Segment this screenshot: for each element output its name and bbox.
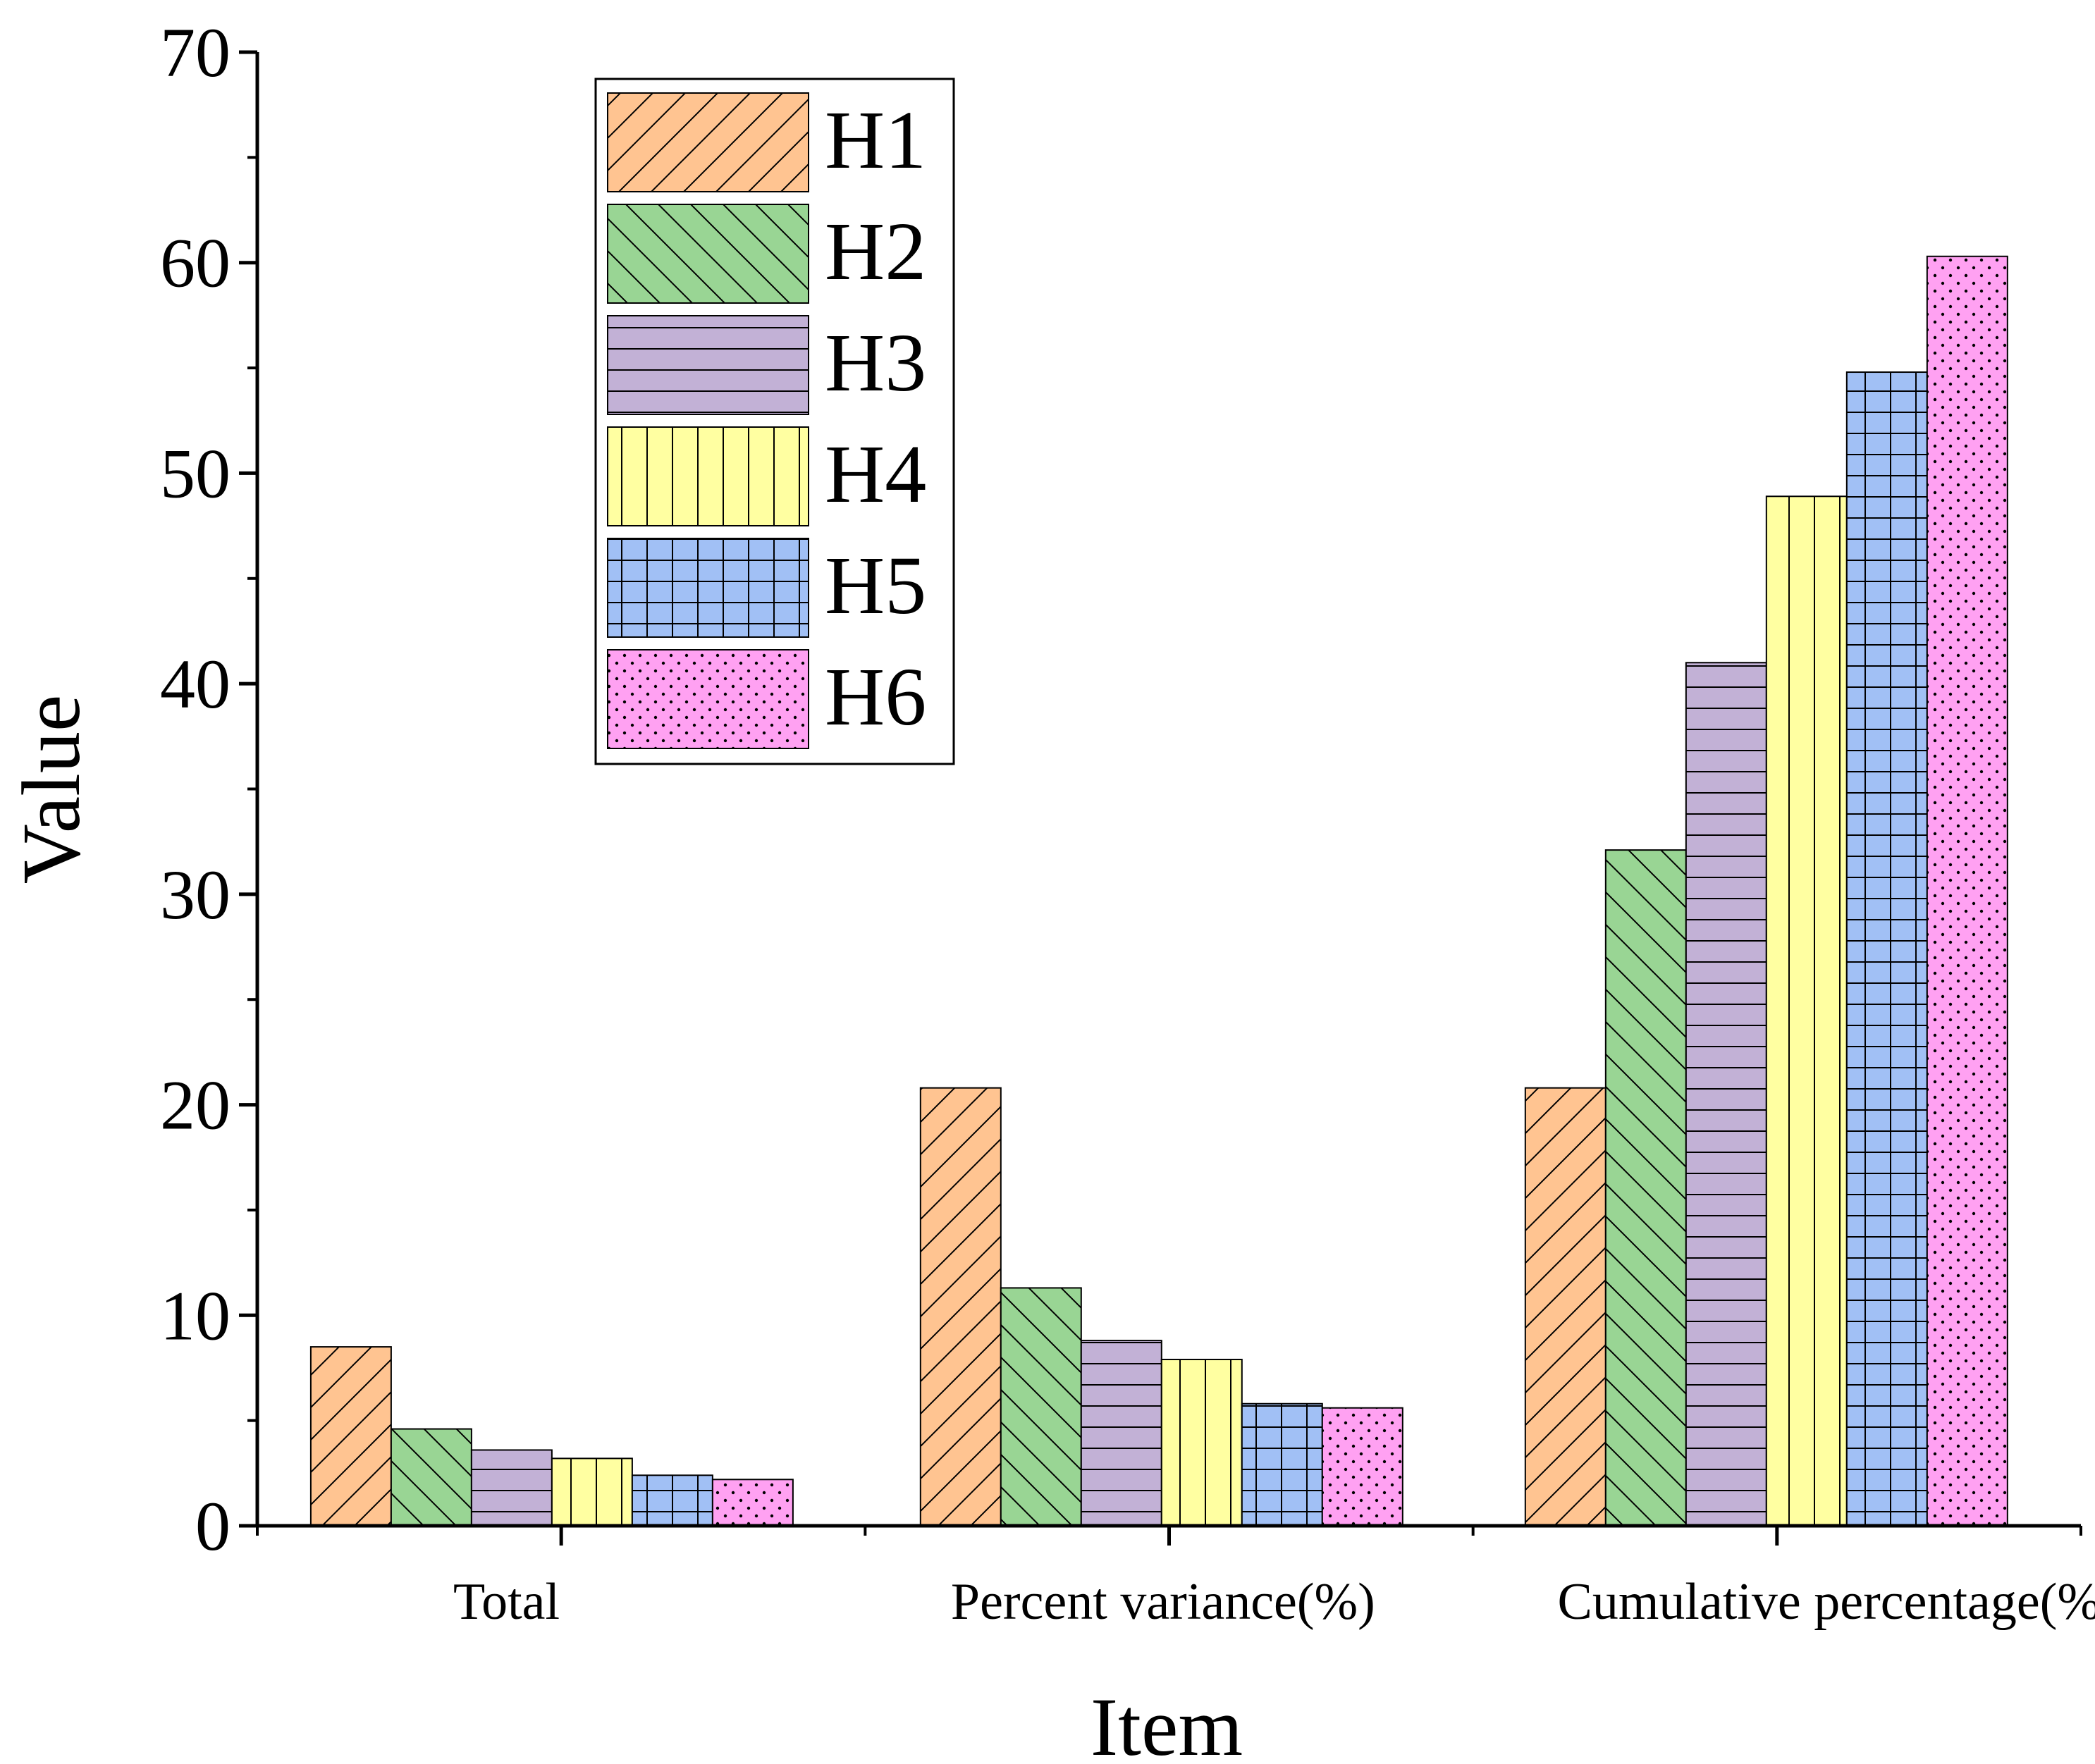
bar-h6-total xyxy=(711,1479,794,1527)
bar-h1-percent-variance xyxy=(919,1087,1002,1527)
x-ticks-group: Total Percent variance(%) Cumulative perce… xyxy=(256,1526,2095,1631)
bar-h3-percent-variance xyxy=(1080,1340,1162,1527)
bar-h4-percent-variance xyxy=(1160,1359,1243,1527)
y-tick-label: 60 xyxy=(160,224,231,302)
legend-swatch-h1 xyxy=(607,92,809,192)
bar-h3-cumulative-percentage xyxy=(1685,662,1767,1526)
legend-swatch-h3 xyxy=(607,315,809,415)
x-category-label-percent-variance: Percent variance(%) xyxy=(951,1573,1375,1631)
y-tick-label: 70 xyxy=(160,13,231,92)
bar-h4-cumulative-percentage xyxy=(1765,495,1848,1527)
y-tick-label: 10 xyxy=(160,1276,231,1355)
legend-label-h5: H5 xyxy=(825,539,926,631)
y-tick-label: 40 xyxy=(160,645,231,723)
legend: H1 H2 H3 H4 H5 H6 xyxy=(594,78,955,765)
x-axis-title: Item xyxy=(1090,1681,1243,1764)
bar-h5-total xyxy=(631,1474,713,1527)
y-axis-title: Value xyxy=(5,695,97,884)
y-tick-label: 30 xyxy=(160,856,231,934)
legend-swatch-h2 xyxy=(607,204,809,304)
bar-h4-total xyxy=(551,1457,633,1526)
bar-h5-cumulative-percentage xyxy=(1845,371,1928,1527)
bar-h2-total xyxy=(390,1428,472,1526)
bar-h3-total xyxy=(470,1449,553,1527)
bar-h1-total xyxy=(309,1346,392,1527)
y-tick-label: 50 xyxy=(160,434,231,512)
legend-label-h4: H4 xyxy=(825,428,926,520)
legend-label-h1: H1 xyxy=(825,94,926,186)
x-category-label-total: Total xyxy=(453,1573,560,1631)
y-ticks-group: 0 10 20 30 40 50 60 70 xyxy=(160,13,257,1565)
legend-swatch-h4 xyxy=(607,426,809,526)
legend-label-h6: H6 xyxy=(825,650,926,743)
legend-label-h2: H2 xyxy=(825,205,926,297)
bar-h2-percent-variance xyxy=(1000,1287,1082,1527)
x-category-label-cumulative-percentage: Cumulative percentage(%) xyxy=(1557,1573,2095,1631)
bar-h2-cumulative-percentage xyxy=(1604,849,1687,1527)
legend-label-h3: H3 xyxy=(825,316,926,409)
bar-h5-percent-variance xyxy=(1241,1402,1323,1527)
bar-h6-percent-variance xyxy=(1321,1407,1403,1526)
y-tick-label: 0 xyxy=(195,1487,231,1565)
legend-swatch-h6 xyxy=(607,649,809,749)
bar-h6-cumulative-percentage xyxy=(1926,255,2008,1527)
bars-group xyxy=(309,255,2008,1527)
legend-swatch-h5 xyxy=(607,538,809,638)
bar-h1-cumulative-percentage xyxy=(1524,1087,1606,1527)
y-tick-label: 20 xyxy=(160,1066,231,1145)
